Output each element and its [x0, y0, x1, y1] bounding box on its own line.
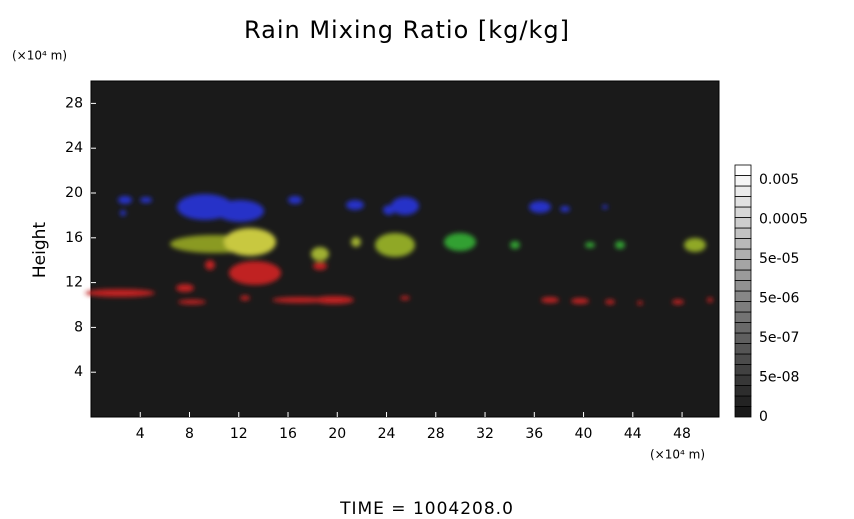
colorbar-step — [734, 164, 752, 176]
y-unit-label: (×10⁴ m) — [12, 49, 67, 63]
footer: TIME = 1004208.0 — [339, 499, 514, 519]
colorbar-step — [734, 385, 752, 397]
x-tick-label: 16 — [279, 426, 297, 442]
colorbar-step — [734, 322, 752, 334]
y-axis-label: Height — [30, 222, 50, 279]
colorbar-label: 5e-08 — [759, 370, 799, 386]
x-unit-label: (×10⁴ m) — [650, 448, 705, 462]
x-tick-label: 36 — [525, 426, 543, 442]
y-tick-label: 8 — [74, 319, 83, 335]
colorbar-step — [734, 332, 752, 344]
colorbar-step — [734, 175, 752, 187]
y-tick-label: 12 — [65, 275, 83, 291]
colorbar-step — [734, 395, 752, 407]
y-tick-label: 4 — [74, 364, 83, 380]
chart-title: Rain Mixing Ratio [kg/kg] — [244, 16, 570, 44]
colorbar-label: 0.0005 — [759, 212, 808, 228]
colorbar-step — [734, 269, 752, 281]
x-tick-label: 32 — [476, 426, 494, 442]
x-tick-label: 48 — [673, 426, 691, 442]
colorbar-step — [734, 259, 752, 271]
colorbar-step — [734, 364, 752, 376]
x-tick-label: 12 — [230, 426, 248, 442]
colorbar-label: 5e-07 — [759, 330, 799, 346]
colorbar: 0.005 0.0005 5e-05 5e-06 5e-07 5e-08 0 — [734, 164, 808, 425]
red-region — [85, 260, 713, 305]
colorbar-step — [734, 248, 752, 260]
x-tick-label: 44 — [624, 426, 642, 442]
colorbar-step — [734, 290, 752, 302]
x-tick-label: 4 — [136, 426, 145, 442]
x-tick-label: 20 — [328, 426, 346, 442]
colorbar-step — [734, 238, 752, 250]
colorbar-label: 0.005 — [759, 172, 799, 188]
colorbar-step — [734, 280, 752, 292]
colorbar-step — [734, 185, 752, 197]
green-region — [170, 228, 706, 261]
y-tick-label: 20 — [65, 185, 83, 201]
y-tick-label: 28 — [65, 95, 83, 111]
colorbar-step — [734, 343, 752, 355]
colorbar-step — [734, 353, 752, 365]
x-tick-label: 28 — [427, 426, 445, 442]
y-tick-label: 16 — [65, 230, 83, 246]
colorbar-step — [734, 406, 752, 418]
colorbar-step — [734, 196, 752, 208]
colorbar-step — [734, 301, 752, 313]
colorbar-step — [734, 227, 752, 239]
colorbar-label: 0 — [759, 409, 768, 425]
colorbar-step — [734, 374, 752, 386]
x-tick-label: 24 — [378, 426, 396, 442]
colorbar-step — [734, 311, 752, 323]
x-tick-label: 8 — [185, 426, 194, 442]
colorbar-label: 5e-06 — [759, 291, 799, 307]
blue-region — [118, 194, 608, 222]
colorbar-label: 5e-05 — [759, 251, 799, 267]
colorbar-step — [734, 206, 752, 218]
y-tick-label: 24 — [65, 140, 83, 156]
colorbar-step — [734, 217, 752, 229]
x-tick-label: 40 — [575, 426, 593, 442]
rain-field — [85, 194, 713, 305]
